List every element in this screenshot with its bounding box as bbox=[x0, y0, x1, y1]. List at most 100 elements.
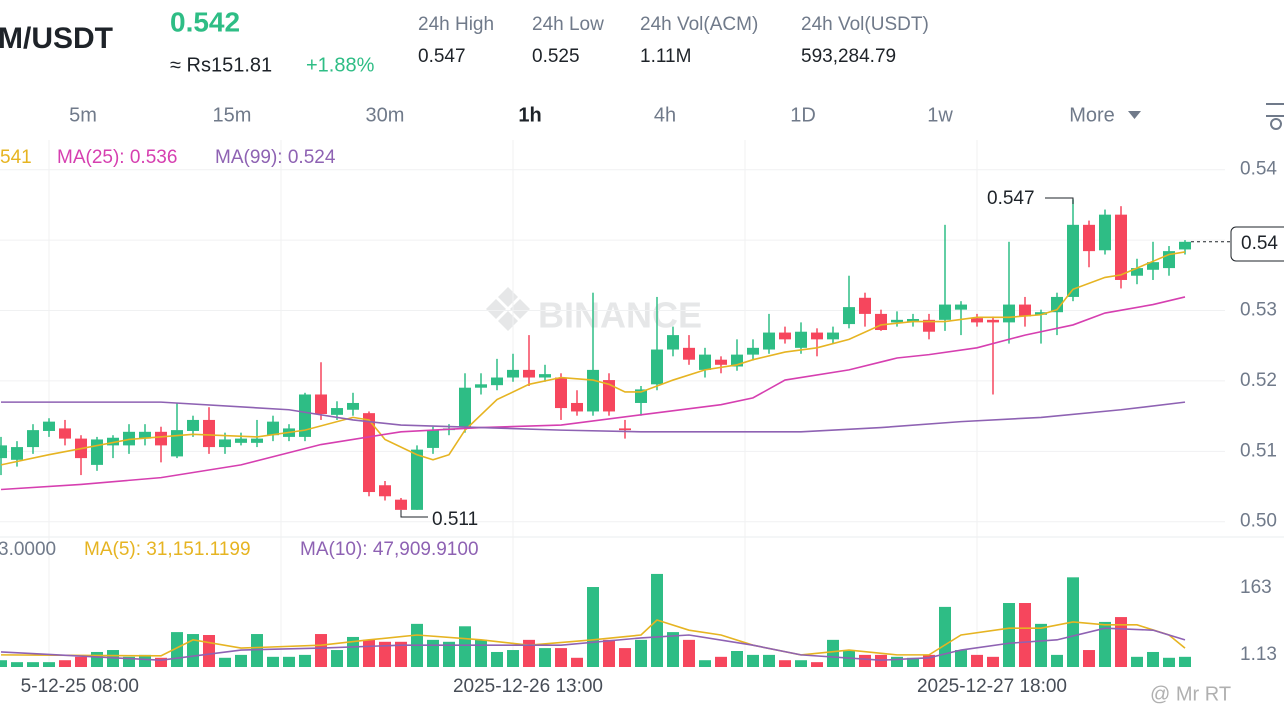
candle-body bbox=[27, 430, 39, 448]
candle-body bbox=[907, 318, 919, 322]
candle-body bbox=[107, 437, 119, 446]
volume-bar bbox=[91, 651, 103, 667]
annotation-line bbox=[1045, 197, 1074, 204]
volume-ma-line bbox=[0, 627, 1186, 662]
legend-entry: MA(5): 31,151.1199 bbox=[84, 539, 251, 560]
candle-body bbox=[11, 447, 23, 460]
timeframe-tab[interactable]: More bbox=[1069, 104, 1115, 126]
volume-bar bbox=[1035, 623, 1047, 667]
candle-body bbox=[123, 431, 135, 446]
volume-bar bbox=[59, 660, 71, 667]
settings-icon[interactable] bbox=[1266, 103, 1284, 130]
candle-body bbox=[459, 387, 471, 428]
fiat-price: ≈ Rs151.81 bbox=[170, 54, 272, 76]
volume-bar bbox=[779, 660, 791, 667]
candle-body bbox=[523, 369, 535, 378]
candle-body bbox=[1003, 304, 1015, 323]
timeframe-tab[interactable]: 1D bbox=[790, 104, 816, 126]
timeframe-tab[interactable]: 30m bbox=[366, 104, 405, 126]
volume-bar bbox=[363, 639, 375, 667]
candle-body bbox=[251, 438, 263, 443]
candle-body bbox=[1035, 312, 1047, 315]
candle-body bbox=[619, 428, 631, 431]
x-tick-label: 2025-12-26 13:00 bbox=[453, 676, 603, 697]
legend-entry: 541 bbox=[0, 147, 32, 168]
watermark-text: BINANCE bbox=[538, 295, 702, 336]
y-tick-label: 0.51 bbox=[1240, 440, 1277, 461]
candle-body bbox=[1099, 214, 1111, 251]
candle-body bbox=[603, 380, 615, 412]
candle-body bbox=[747, 347, 759, 355]
volume-bar bbox=[475, 639, 487, 667]
watermark-logo bbox=[486, 287, 530, 331]
volume-bar bbox=[459, 626, 471, 667]
volume-bar bbox=[203, 635, 215, 667]
legend-entry: MA(25): 0.536 bbox=[57, 147, 177, 168]
volume-axis-label: 163 bbox=[1240, 577, 1272, 598]
volume-bar bbox=[427, 639, 439, 667]
icon-circle bbox=[1270, 118, 1282, 130]
timeframe-tab[interactable]: 15m bbox=[213, 104, 252, 126]
candle-body bbox=[491, 377, 503, 386]
volume-bar bbox=[1163, 657, 1175, 667]
volume-bar bbox=[1099, 621, 1111, 667]
ma-line bbox=[0, 296, 1186, 491]
volume-bar bbox=[331, 650, 343, 667]
volume-bar bbox=[235, 654, 247, 667]
candle-body bbox=[219, 439, 231, 448]
candle-body bbox=[1067, 224, 1079, 297]
volume-bar bbox=[731, 651, 743, 667]
timeframe-tab[interactable]: 1w bbox=[927, 104, 953, 126]
candle-body bbox=[347, 402, 359, 410]
volume-bar bbox=[587, 587, 599, 667]
price-box bbox=[1230, 226, 1284, 262]
volume-bar bbox=[795, 660, 807, 667]
volume-axis-label: 1.13 bbox=[1240, 644, 1277, 665]
stat-label: 24h Low bbox=[532, 14, 604, 35]
last-price: 0.542 bbox=[170, 6, 240, 37]
candle-body bbox=[315, 394, 327, 414]
volume-bar bbox=[347, 636, 359, 667]
candle-body bbox=[731, 354, 743, 367]
stat-value: 0.547 bbox=[418, 46, 466, 67]
candle-body bbox=[427, 430, 439, 448]
ma-line bbox=[1, 401, 1186, 433]
candle-body bbox=[923, 319, 935, 332]
volume-bar bbox=[571, 657, 583, 667]
candle-body bbox=[811, 332, 823, 340]
ma-line bbox=[0, 251, 1186, 466]
candle-body bbox=[1147, 262, 1159, 270]
volume-bar bbox=[859, 654, 871, 667]
candle-body bbox=[1019, 304, 1031, 317]
change: +1.88% bbox=[306, 54, 375, 76]
candle-body bbox=[267, 421, 279, 436]
timeframe-tab[interactable]: 1h bbox=[518, 104, 541, 126]
high-annotation: 0.547 bbox=[987, 188, 1035, 209]
candle-body bbox=[683, 347, 695, 360]
volume-bar bbox=[443, 641, 455, 667]
volume-bar bbox=[1083, 650, 1095, 667]
candle-body bbox=[827, 332, 839, 340]
annotation-line bbox=[400, 510, 428, 518]
volume-bar bbox=[267, 656, 279, 667]
candle-body bbox=[411, 449, 423, 510]
volume-bar bbox=[75, 656, 87, 667]
volume-bar bbox=[27, 662, 39, 667]
volume-bar bbox=[1147, 651, 1159, 667]
volume-bar bbox=[539, 648, 551, 667]
volume-bar bbox=[139, 654, 151, 667]
candle-body bbox=[555, 377, 567, 409]
volume-bar bbox=[1179, 656, 1191, 667]
x-tick-label: 5-12-25 08:00 bbox=[21, 676, 139, 697]
volume-bar bbox=[907, 657, 919, 667]
volume-bar bbox=[747, 654, 759, 667]
volume-bar bbox=[0, 660, 7, 667]
volume-ma-line bbox=[0, 619, 1186, 657]
volume-bar bbox=[395, 641, 407, 667]
legend-entry: MA(99): 0.524 bbox=[215, 147, 336, 168]
volume-bar bbox=[1131, 656, 1143, 667]
timeframe-tab[interactable]: 4h bbox=[654, 104, 676, 126]
timeframe-tab[interactable]: 5m bbox=[69, 104, 97, 126]
volume-bar bbox=[635, 639, 647, 667]
